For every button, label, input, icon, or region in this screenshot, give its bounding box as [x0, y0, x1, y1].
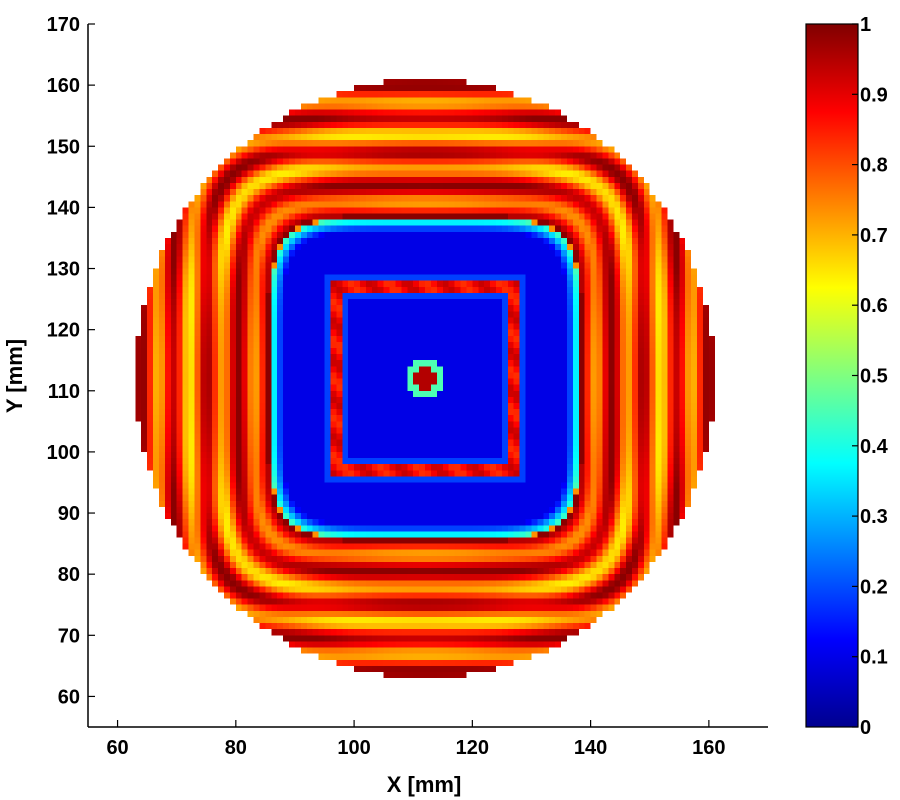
y-tick-label: 170: [47, 14, 80, 36]
y-tick-label: 70: [58, 625, 80, 647]
colorbar-tick-label: 1: [860, 14, 871, 36]
colorbar-tick-label: 0.6: [860, 295, 888, 317]
x-tick-label: 140: [574, 737, 607, 759]
x-tick-label: 100: [337, 737, 370, 759]
y-axis: 60 70 80 90 100 110 120 130 140 150 160 170: [47, 14, 95, 727]
colorbar-tick-label: 0.8: [860, 155, 888, 177]
colorbar-tick-label: 0.9: [860, 84, 888, 106]
x-tick-label: 60: [106, 737, 128, 759]
y-tick-label: 120: [47, 320, 80, 342]
colorbar-tick-label: 0.7: [860, 225, 888, 247]
x-axis-label: X [mm]: [387, 772, 462, 797]
x-axis: 60 80 100 120 140 160: [88, 720, 768, 759]
y-tick-label: 150: [47, 136, 80, 158]
colorbar: 0 0.1 0.2 0.3 0.4 0.5 0.6 0.7 0.8 0.9 1: [805, 14, 889, 739]
colorbar-gradient: [806, 24, 858, 727]
colorbar-ticks: 0 0.1 0.2 0.3 0.4 0.5 0.6 0.7 0.8 0.9 1: [852, 14, 889, 739]
colorbar-tick-label: 0.1: [860, 647, 888, 669]
y-axis-label: Y [mm]: [2, 339, 27, 413]
y-tick-label: 160: [47, 75, 80, 97]
x-tick-label: 80: [225, 737, 247, 759]
colorbar-tick-label: 0.4: [860, 436, 889, 458]
y-tick-label: 90: [58, 503, 80, 525]
colorbar-tick-label: 0: [860, 717, 871, 739]
y-tick-label: 100: [47, 442, 80, 464]
colorbar-tick-label: 0.2: [860, 576, 888, 598]
plot-area: [88, 24, 768, 727]
x-tick-label: 120: [456, 737, 489, 759]
heatmap-image: [88, 24, 768, 727]
y-tick-label: 60: [58, 686, 80, 708]
y-tick-label: 110: [48, 381, 80, 403]
y-tick-label: 140: [47, 197, 80, 219]
colorbar-tick-label: 0.5: [860, 366, 888, 388]
y-tick-label: 80: [58, 564, 80, 586]
colorbar-tick-label: 0.3: [860, 506, 888, 528]
y-tick-label: 130: [47, 259, 80, 281]
x-tick-label: 160: [692, 737, 725, 759]
